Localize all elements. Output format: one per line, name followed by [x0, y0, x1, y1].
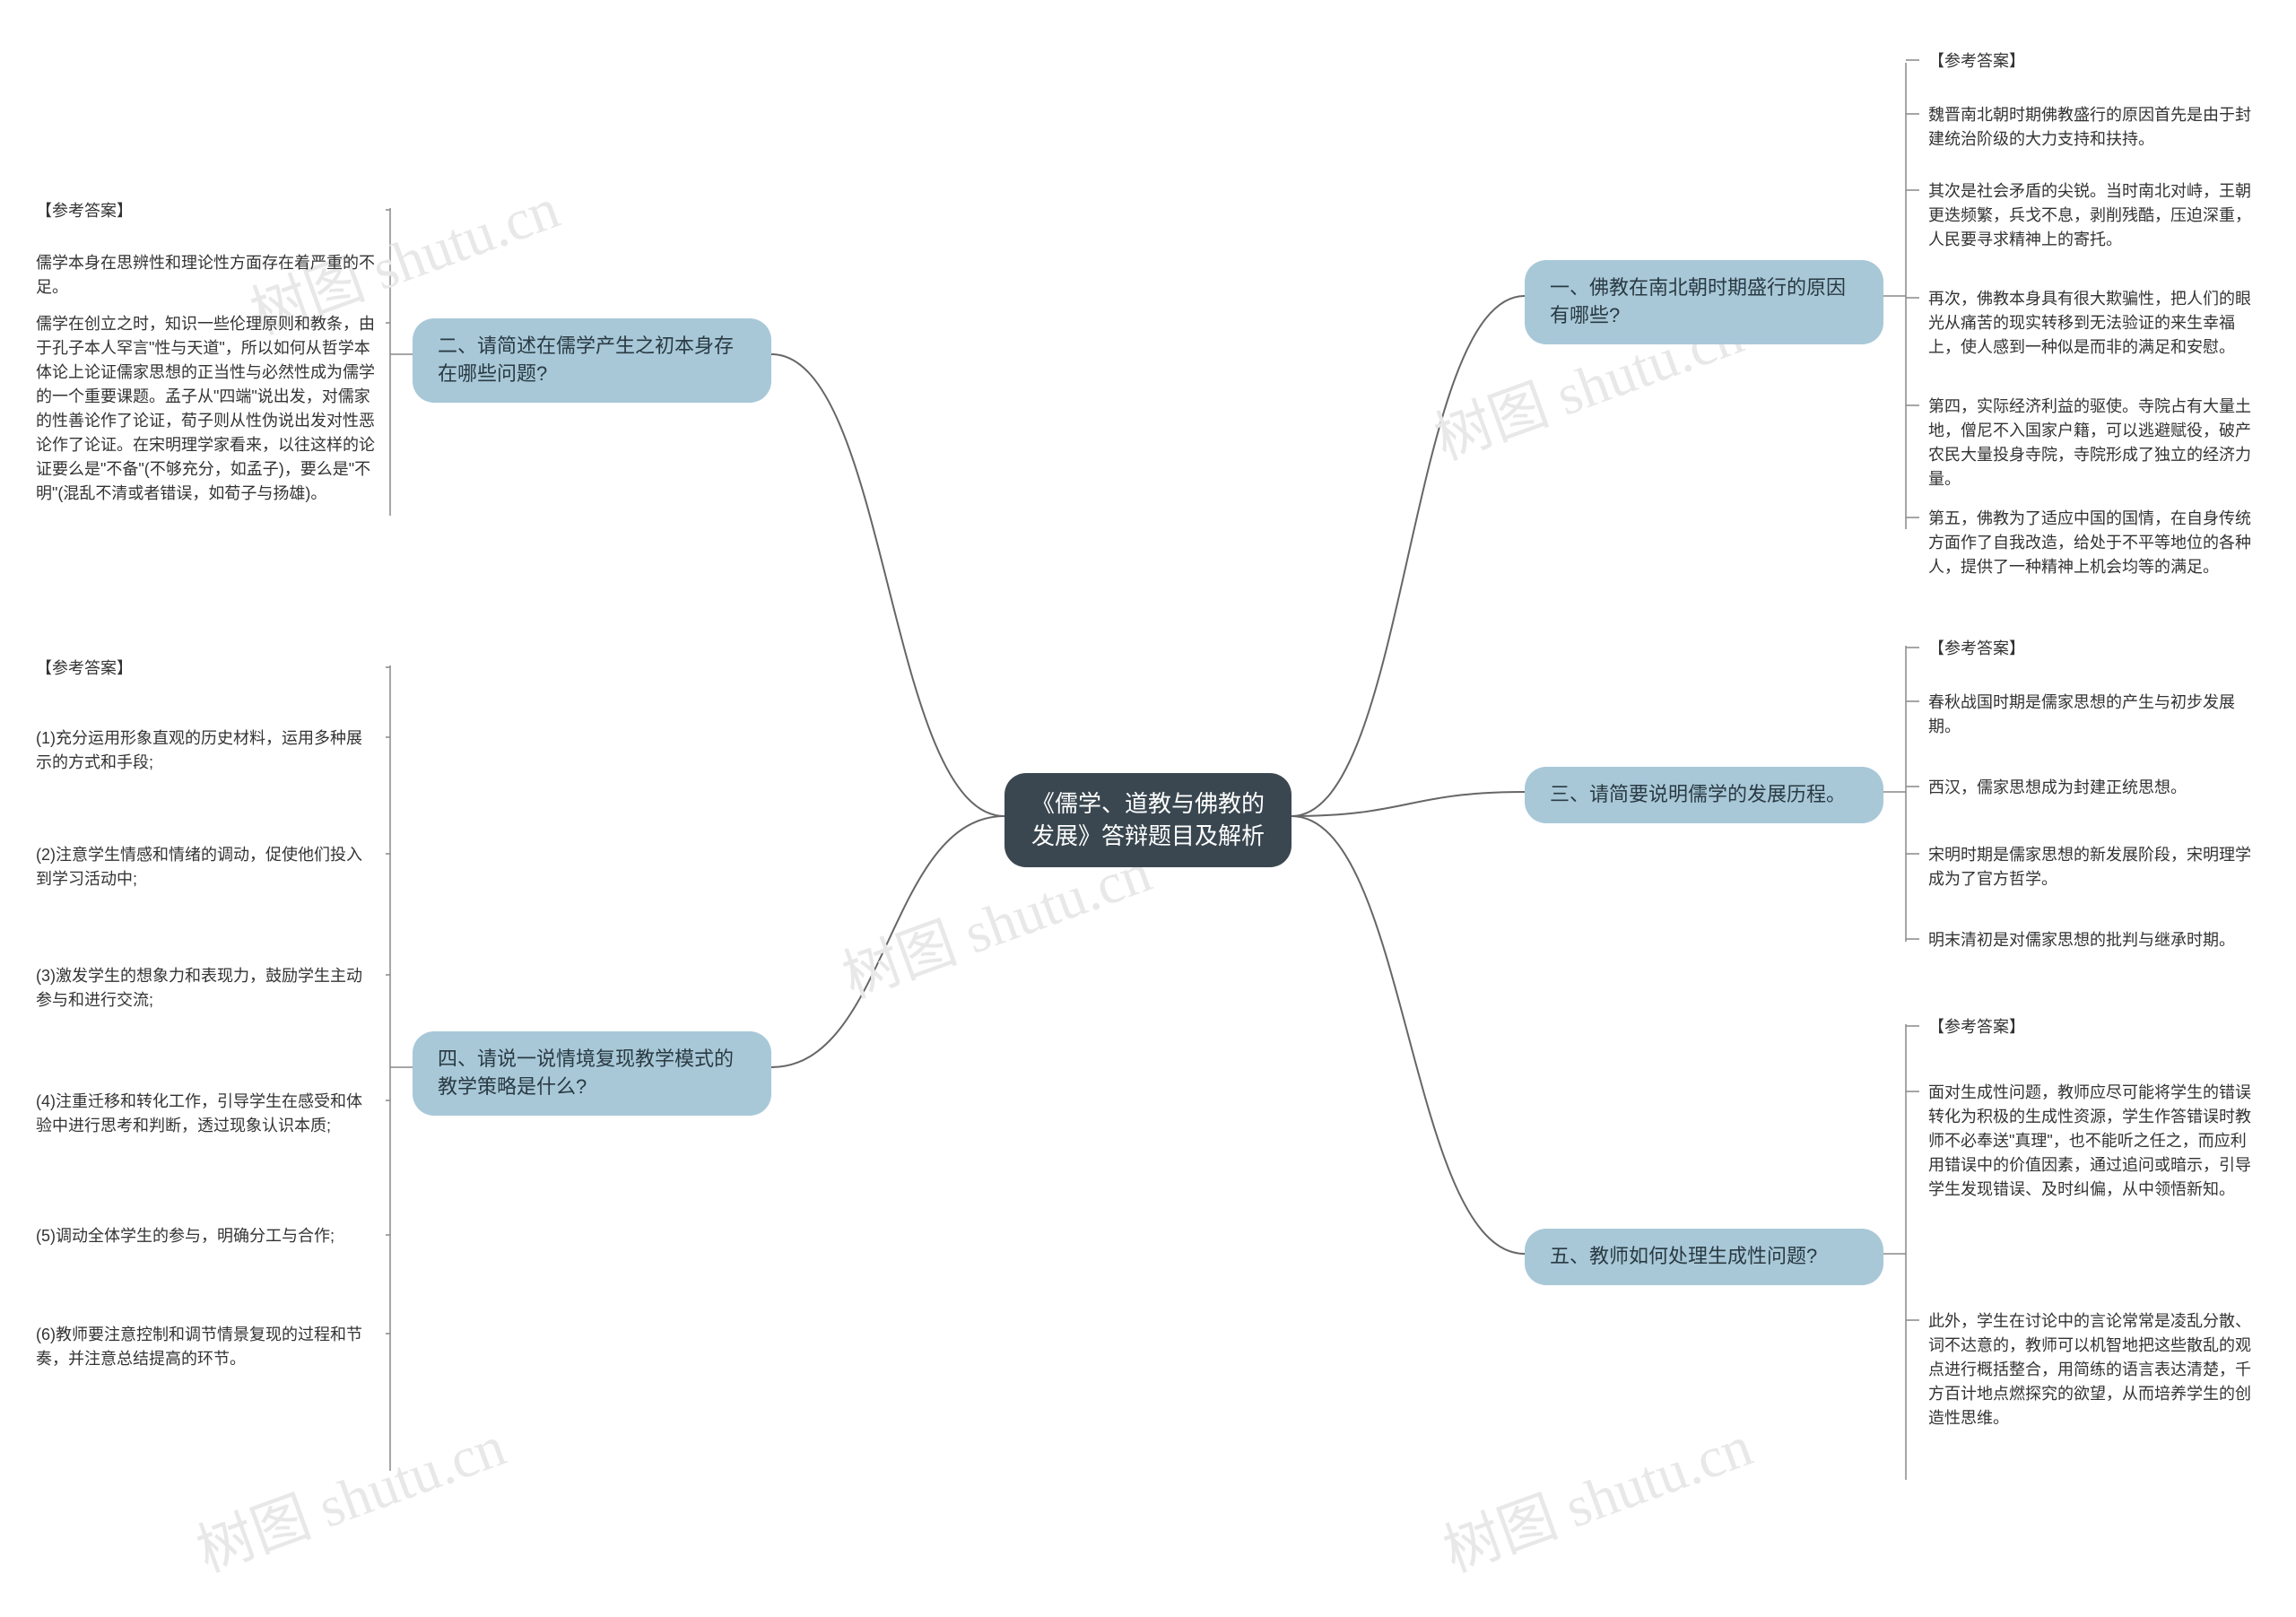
- leaf-b5-1: 面对生成性问题，教师应尽可能将学生的错误转化为积极的生成性资源，学生作答错误时教…: [1928, 1081, 2260, 1202]
- leaf-b4-3: (3)激发学生的想象力和表现力，鼓励学生主动参与和进行交流;: [36, 964, 377, 1013]
- branch-b4: 四、请说一说情境复现教学模式的教学策略是什么?: [413, 1031, 771, 1116]
- leaf-b1-1: 魏晋南北朝时期佛教盛行的原因首先是由于封建统治阶级的大力支持和扶持。: [1928, 103, 2260, 152]
- leaf-b1-4: 第四，实际经济利益的驱使。寺院占有大量土地，僧尼不入国家户籍，可以逃避赋役，破产…: [1928, 395, 2260, 491]
- leaf-b2-1: 儒学本身在思辨性和理论性方面存在着严重的不足。: [36, 251, 377, 300]
- leaf-b3-3: 宋明时期是儒家思想的新发展阶段，宋明理学成为了官方哲学。: [1928, 843, 2260, 891]
- leaf-b1-5: 第五，佛教为了适应中国的国情，在自身传统方面作了自我改造，给处于不平等地位的各种…: [1928, 507, 2260, 579]
- watermark: 树图 shutu.cn: [1431, 1400, 1761, 1587]
- leaf-b2-0: 【参考答案】: [36, 199, 377, 223]
- leaf-b3-4: 明末清初是对儒家思想的批判与继承时期。: [1928, 928, 2260, 952]
- branch-b1: 一、佛教在南北朝时期盛行的原因有哪些?: [1525, 260, 1883, 344]
- center-topic: 《儒学、道教与佛教的发展》答辩题目及解析: [1004, 773, 1292, 867]
- branch-b5: 五、教师如何处理生成性问题?: [1525, 1229, 1883, 1285]
- leaf-b4-4: (4)注重迁移和转化工作，引导学生在感受和体验中进行思考和判断，透过现象认识本质…: [36, 1090, 377, 1138]
- leaf-b3-2: 西汉，儒家思想成为封建正统思想。: [1928, 776, 2260, 800]
- leaf-b3-1: 春秋战国时期是儒家思想的产生与初步发展期。: [1928, 691, 2260, 739]
- leaf-b2-2: 儒学在创立之时，知识一些伦理原则和教条，由于孔子本人罕言"性与天道"，所以如何从…: [36, 312, 377, 506]
- leaf-b4-0: 【参考答案】: [36, 656, 377, 681]
- mindmap-canvas: 树图 shutu.cn树图 shutu.cn树图 shutu.cn树图 shut…: [0, 0, 2296, 1617]
- branch-b2: 二、请简述在儒学产生之初本身存在哪些问题?: [413, 318, 771, 403]
- watermark: 树图 shutu.cn: [184, 1400, 515, 1587]
- leaf-b4-6: (6)教师要注意控制和调节情景复现的过程和节奏，并注意总结提高的环节。: [36, 1323, 377, 1371]
- leaf-b3-0: 【参考答案】: [1928, 637, 2260, 661]
- leaf-b4-5: (5)调动全体学生的参与，明确分工与合作;: [36, 1224, 377, 1248]
- leaf-b5-2: 此外，学生在讨论中的言论常常是凌乱分散、词不达意的，教师可以机智地把这些散乱的观…: [1928, 1309, 2260, 1430]
- leaf-b1-2: 其次是社会矛盾的尖锐。当时南北对峙，王朝更迭频繁，兵戈不息，剥削残酷，压迫深重，…: [1928, 179, 2260, 252]
- leaf-b4-2: (2)注意学生情感和情绪的调动，促使他们投入到学习活动中;: [36, 843, 377, 891]
- leaf-b1-0: 【参考答案】: [1928, 49, 2260, 74]
- leaf-b5-0: 【参考答案】: [1928, 1015, 2260, 1039]
- branch-b3: 三、请简要说明儒学的发展历程。: [1525, 767, 1883, 823]
- leaf-b4-1: (1)充分运用形象直观的历史材料，运用多种展示的方式和手段;: [36, 726, 377, 775]
- leaf-b1-3: 再次，佛教本身具有很大欺骗性，把人们的眼光从痛苦的现实转移到无法验证的来生幸福上…: [1928, 287, 2260, 360]
